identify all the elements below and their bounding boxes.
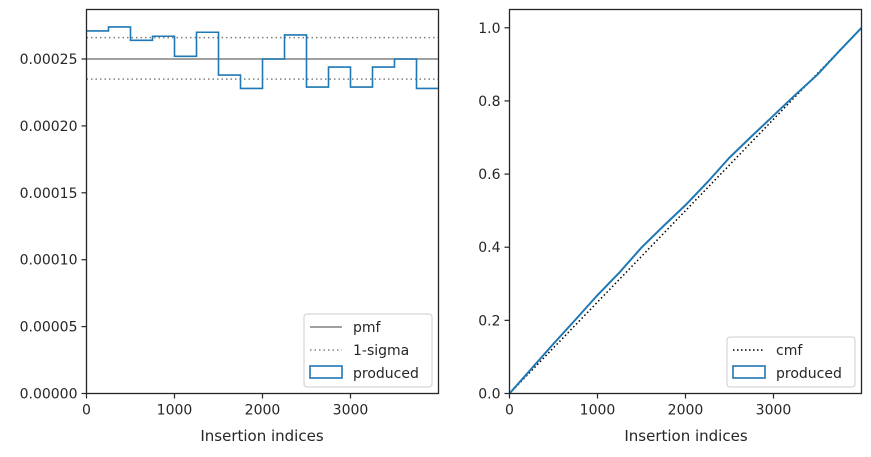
legend-produced-label: produced	[353, 366, 419, 382]
right-axes-frame	[508, 8, 863, 395]
left-x-ticks: 0 1000 2000 3000	[82, 393, 369, 419]
right-y-tick-label: 0.4	[478, 240, 500, 256]
right-x-axis-label: Insertion indices	[624, 427, 747, 445]
right-legend: cmf produced	[726, 336, 856, 388]
produced-cumulative-line	[508, 27, 863, 395]
right-x-tick-label: 3000	[756, 403, 792, 419]
legend-sigma-label: 1-sigma	[353, 343, 409, 359]
left-x-tick-label: 1000	[157, 403, 193, 419]
left-legend: pmf 1-sigma produced	[303, 313, 433, 388]
right-y-tick-label: 0.8	[478, 94, 500, 110]
right-x-tick-label: 0	[505, 403, 514, 419]
legend-produced-swatch	[309, 365, 343, 379]
left-legend-box	[303, 313, 433, 388]
legend-produced-swatch-right	[732, 365, 766, 379]
left-x-tick-label: 3000	[333, 403, 369, 419]
left-y-tick-label: 0.00025	[20, 52, 78, 68]
left-y-tick-label: 0.00010	[20, 253, 78, 269]
right-x-tick-label: 2000	[668, 403, 704, 419]
left-y-ticks: 0.00000 0.00005 0.00010 0.00015 0.00020 0.000…	[20, 52, 87, 403]
right-y-ticks: 0.0 0.2 0.4 0.6 0.8 1.0	[478, 21, 510, 403]
legend-pmf-label: pmf	[353, 320, 382, 336]
right-legend-box	[726, 336, 856, 388]
left-y-tick-label: 0.00015	[20, 186, 78, 202]
left-y-tick-label: 0.00005	[20, 320, 78, 336]
left-panel: 0 1000 2000 3000 0.000000.000050.000100.000…	[20, 8, 440, 445]
right-y-tick-label: 0.0	[478, 387, 500, 403]
left-x-tick-label: 0	[82, 403, 91, 419]
left-x-axis-label: Insertion indices	[200, 427, 323, 445]
left-y-tick-label: 0.00020	[20, 119, 78, 135]
legend-cmf-label: cmf	[776, 343, 803, 359]
produced-histogram	[86, 26, 439, 90]
right-x-ticks: 0 1000 2000 3000	[505, 393, 792, 419]
cmf-line	[508, 27, 863, 395]
right-x-tick-label: 1000	[580, 403, 616, 419]
right-panel: 0 1000 2000 3000 0.0 0.2 0.4 0.6 0.8 1.0 Inserti…	[478, 8, 863, 445]
right-y-tick-label: 0.2	[478, 313, 500, 329]
right-y-tick-label: 0.6	[478, 167, 500, 183]
left-y-tick-label: 0.00000	[20, 387, 78, 403]
right-y-tick-label: 1.0	[478, 21, 500, 37]
left-x-tick-label: 2000	[245, 403, 281, 419]
legend-produced-label-right: produced	[776, 366, 842, 382]
